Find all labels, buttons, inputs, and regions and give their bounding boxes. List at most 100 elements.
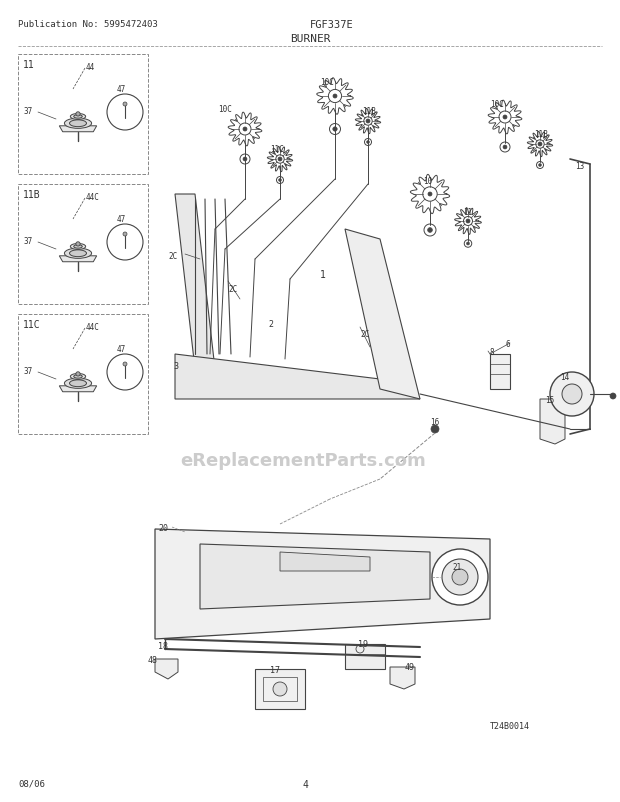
Ellipse shape	[116, 112, 134, 119]
Circle shape	[539, 164, 541, 167]
Polygon shape	[155, 659, 178, 679]
Text: 11B: 11B	[534, 130, 548, 139]
Text: 21: 21	[452, 562, 461, 571]
Bar	[18, 314, 148, 435]
Bar	[345, 644, 385, 669]
Text: 2C: 2C	[168, 252, 177, 261]
Text: 47: 47	[117, 215, 126, 224]
Circle shape	[431, 426, 439, 433]
Text: 37: 37	[23, 367, 32, 375]
Polygon shape	[390, 667, 415, 689]
Text: 11: 11	[463, 208, 472, 217]
Text: 16: 16	[430, 418, 439, 427]
Circle shape	[123, 233, 127, 237]
Ellipse shape	[69, 120, 87, 128]
Text: Publication No: 5995472403: Publication No: 5995472403	[18, 20, 157, 29]
Polygon shape	[60, 127, 97, 132]
Text: 47: 47	[117, 85, 126, 94]
Ellipse shape	[64, 249, 92, 259]
Circle shape	[538, 143, 542, 147]
Circle shape	[333, 95, 337, 99]
Text: 2: 2	[268, 320, 273, 329]
Text: 13: 13	[575, 162, 584, 171]
Circle shape	[76, 112, 80, 117]
Text: 10C: 10C	[320, 78, 334, 87]
Circle shape	[466, 220, 470, 224]
Bar	[255, 669, 305, 709]
Circle shape	[550, 373, 594, 416]
Text: 11: 11	[23, 60, 35, 70]
Text: FGF337E: FGF337E	[310, 20, 354, 30]
Circle shape	[503, 115, 507, 119]
Text: 20: 20	[158, 524, 168, 533]
Polygon shape	[200, 545, 430, 610]
Ellipse shape	[116, 372, 134, 379]
Circle shape	[366, 119, 370, 124]
Circle shape	[107, 95, 143, 131]
Text: 4: 4	[302, 779, 308, 789]
Text: 44C: 44C	[86, 322, 100, 331]
Circle shape	[76, 372, 80, 377]
Text: 17: 17	[270, 665, 280, 674]
Text: 14: 14	[560, 373, 569, 382]
Circle shape	[243, 158, 247, 162]
Text: 10C: 10C	[490, 100, 504, 109]
Ellipse shape	[74, 115, 82, 119]
Polygon shape	[280, 553, 370, 571]
Bar	[263, 677, 297, 701]
Text: 44: 44	[86, 63, 95, 72]
Circle shape	[123, 363, 127, 367]
Text: BURNER: BURNER	[290, 34, 330, 44]
Polygon shape	[60, 257, 97, 262]
Text: 08/06: 08/06	[18, 779, 45, 788]
Text: 19: 19	[358, 639, 368, 648]
Text: eReplacementParts.com: eReplacementParts.com	[180, 452, 426, 469]
Text: 2C: 2C	[360, 330, 370, 338]
Circle shape	[333, 128, 337, 132]
Ellipse shape	[69, 250, 87, 257]
Circle shape	[442, 559, 478, 595]
Circle shape	[123, 103, 127, 107]
Text: 44C: 44C	[86, 192, 100, 202]
Ellipse shape	[115, 106, 135, 115]
Circle shape	[562, 384, 582, 404]
Ellipse shape	[74, 245, 82, 249]
Circle shape	[428, 229, 432, 233]
Circle shape	[243, 128, 247, 132]
Text: 37: 37	[23, 107, 32, 115]
Polygon shape	[175, 354, 420, 399]
Ellipse shape	[70, 374, 86, 380]
Circle shape	[366, 141, 370, 144]
Circle shape	[428, 192, 432, 196]
Circle shape	[278, 180, 281, 182]
Circle shape	[107, 225, 143, 261]
Ellipse shape	[64, 119, 92, 129]
Text: 48: 48	[148, 655, 158, 664]
Ellipse shape	[64, 379, 92, 389]
Text: 15: 15	[545, 395, 554, 404]
Text: 8: 8	[490, 347, 495, 357]
Text: T24B0014: T24B0014	[490, 721, 530, 730]
Text: 11B: 11B	[362, 107, 376, 115]
Text: 1: 1	[320, 269, 326, 280]
Polygon shape	[60, 387, 97, 392]
Circle shape	[432, 549, 488, 606]
Ellipse shape	[74, 375, 82, 379]
Text: 11C: 11C	[23, 320, 41, 330]
Text: 10C: 10C	[218, 105, 232, 114]
Polygon shape	[175, 195, 215, 370]
Text: 6: 6	[505, 339, 510, 349]
Text: 2C: 2C	[228, 285, 237, 294]
Polygon shape	[345, 229, 420, 399]
Circle shape	[278, 158, 282, 162]
Circle shape	[503, 146, 507, 150]
Text: 11B: 11B	[23, 190, 41, 200]
Text: 49: 49	[405, 662, 415, 671]
Text: 37: 37	[23, 237, 32, 245]
Bar	[18, 184, 148, 305]
Circle shape	[466, 243, 469, 245]
Polygon shape	[155, 529, 490, 639]
Ellipse shape	[115, 366, 135, 375]
Bar	[18, 55, 148, 175]
Circle shape	[76, 242, 80, 247]
